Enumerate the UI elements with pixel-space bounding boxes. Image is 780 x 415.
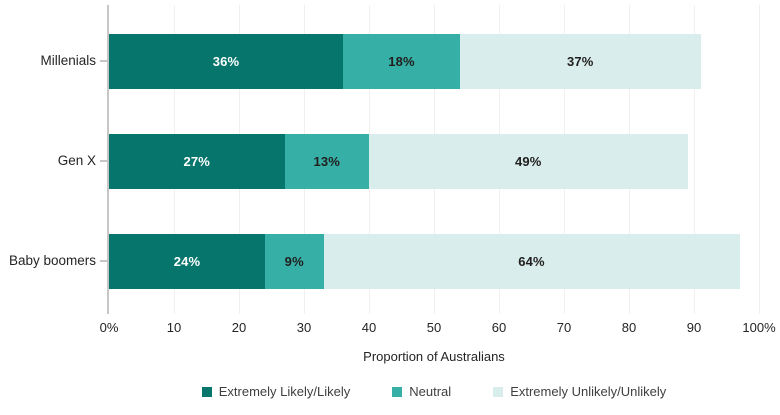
x-tick-label: 90 bbox=[686, 320, 702, 335]
legend: Extremely Likely/Likely Neutral Extremely … bbox=[109, 384, 759, 399]
bar-value-label: 37% bbox=[566, 53, 594, 69]
category-label: Millenials bbox=[40, 53, 96, 68]
x-tick-label: 0% bbox=[99, 320, 119, 335]
gridline bbox=[759, 5, 760, 314]
category-tick bbox=[100, 160, 107, 162]
legend-item: Extremely Unlikely/Unlikely bbox=[493, 384, 666, 399]
category-tick bbox=[100, 60, 107, 62]
bar-value-label: 24% bbox=[173, 253, 201, 269]
bar-segment: 36% bbox=[109, 33, 343, 89]
legend-label: Neutral bbox=[409, 384, 452, 399]
bar-value-label: 64% bbox=[518, 253, 545, 269]
legend-swatch bbox=[493, 386, 504, 397]
x-tick-label: 50 bbox=[426, 320, 442, 335]
bar-segment: 9% bbox=[265, 233, 324, 289]
category-label: Baby boomers bbox=[8, 253, 96, 268]
bar-value-label: 27% bbox=[183, 153, 211, 169]
bar-segment: 64% bbox=[323, 233, 740, 289]
x-axis-title: Proportion of Australians bbox=[363, 349, 505, 364]
x-tick-label: 20 bbox=[231, 320, 247, 335]
bar-segment: 18% bbox=[343, 33, 460, 89]
x-tick-label: 60 bbox=[491, 320, 507, 335]
bar-value-label: 9% bbox=[284, 253, 304, 269]
bar-value-label: 18% bbox=[388, 53, 415, 69]
legend-swatch bbox=[392, 386, 403, 397]
bar-value-label: 13% bbox=[313, 153, 341, 169]
x-tick-label: 40 bbox=[361, 320, 377, 335]
legend-item: Neutral bbox=[392, 384, 451, 399]
y-axis-line bbox=[107, 5, 109, 314]
category-tick bbox=[100, 260, 107, 262]
bar-value-label: 36% bbox=[212, 53, 240, 69]
x-tick-label: 80 bbox=[621, 320, 637, 335]
bar-segment: 24% bbox=[109, 233, 265, 289]
x-tick-label: 70 bbox=[556, 320, 572, 335]
legend-label: Extremely Likely/Likely bbox=[218, 384, 351, 399]
legend-swatch bbox=[201, 386, 212, 397]
gridline bbox=[694, 5, 695, 314]
bar-segment: 27% bbox=[109, 133, 285, 189]
bar-segment: 37% bbox=[460, 33, 701, 89]
category-label: Gen X bbox=[57, 153, 96, 168]
x-tick-label: 30 bbox=[296, 320, 312, 335]
bar-segment: 13% bbox=[284, 133, 369, 189]
x-tick-label: 100% bbox=[742, 320, 776, 335]
bar-segment: 49% bbox=[369, 133, 688, 189]
x-tick-label: 10 bbox=[166, 320, 182, 335]
legend-item: Extremely Likely/Likely bbox=[201, 384, 351, 399]
legend-label: Extremely Unlikely/Unlikely bbox=[510, 384, 667, 399]
bar-value-label: 49% bbox=[514, 153, 542, 169]
